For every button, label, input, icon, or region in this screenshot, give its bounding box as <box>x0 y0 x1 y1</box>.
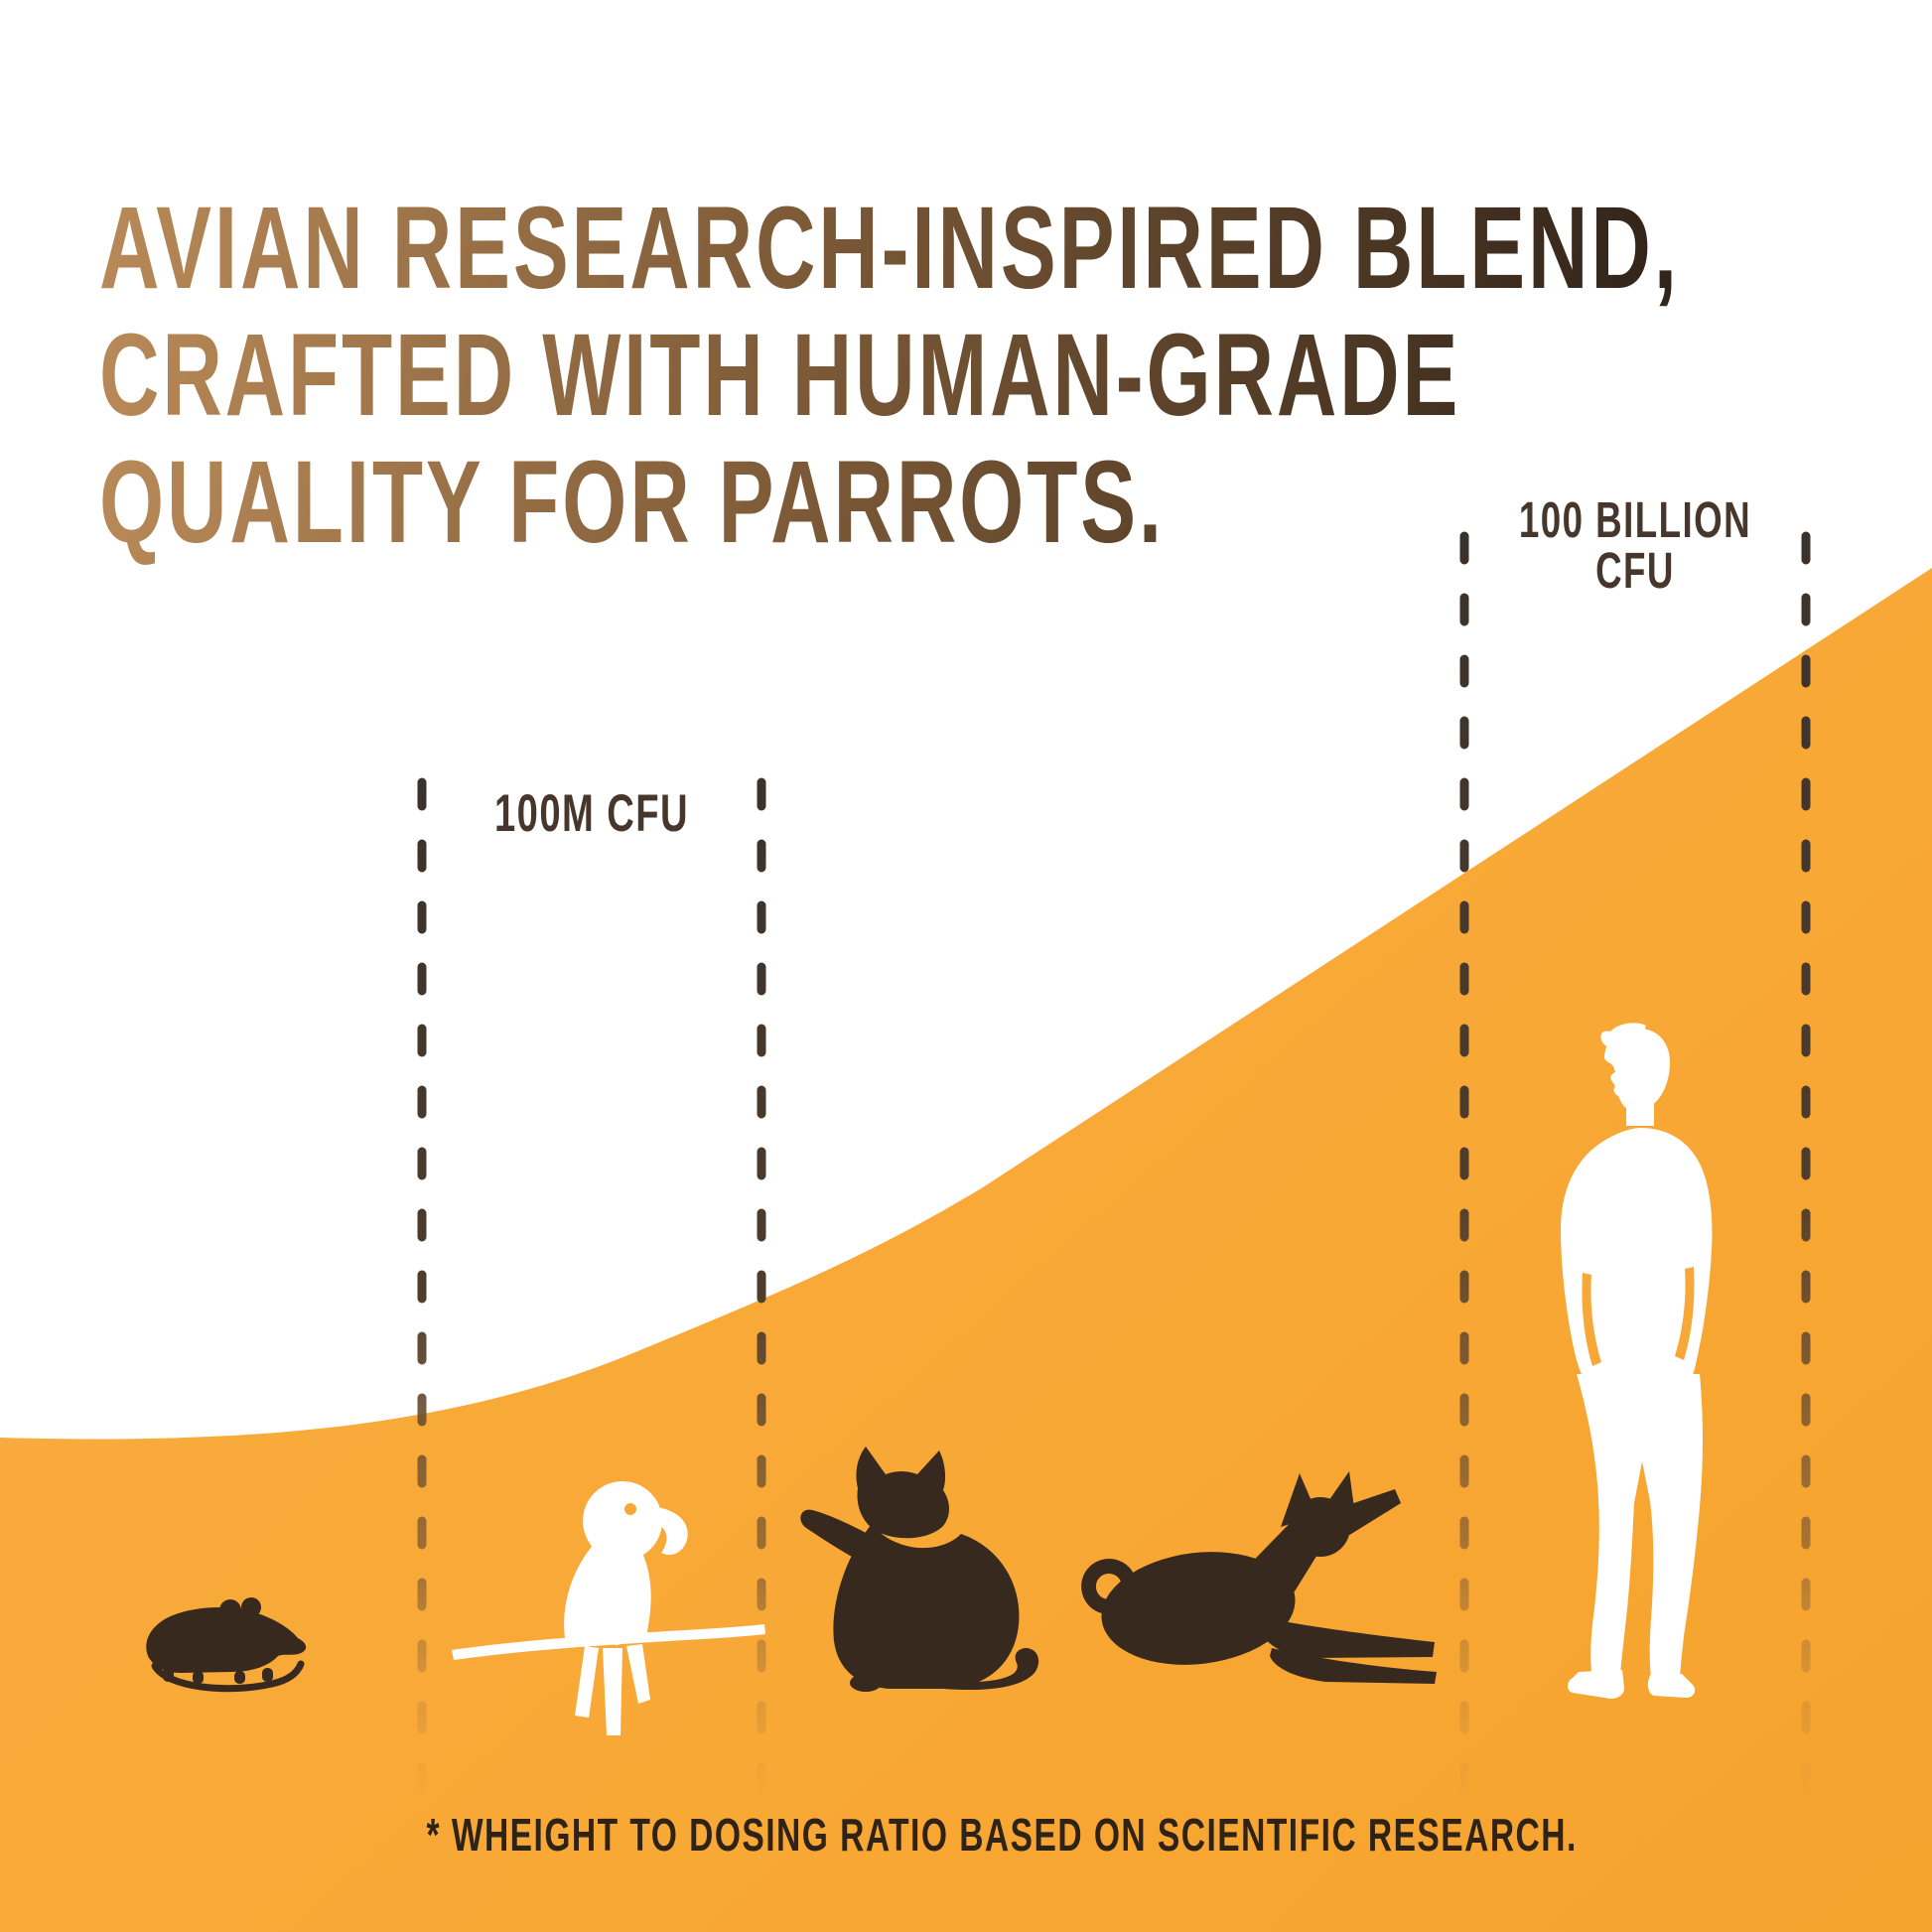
human-dose-label-line-1: 100 BILLION <box>1518 491 1752 548</box>
human-dose-label-line-2: CFU <box>1595 542 1675 599</box>
dose-wave-area <box>0 568 1932 1932</box>
cat-silhouette <box>800 1447 1039 1692</box>
parrot-eye <box>624 1503 636 1515</box>
human-dose-label: 100 BILLION CFU <box>1456 494 1814 596</box>
headline-line-2: CRAFTED WITH HUMAN-GRADE <box>99 312 1791 439</box>
headline-line-3: QUALITY FOR PARROTS. <box>99 439 1791 566</box>
dog-silhouette <box>1081 1471 1437 1684</box>
parrot-dose-label: 100M CFU <box>493 784 689 843</box>
parrot-silhouette <box>452 1481 765 1735</box>
arm-gap-left <box>1582 1273 1601 1366</box>
headline-line-1: AVIAN RESEARCH-INSPIRED BLEND, <box>99 185 1791 312</box>
perch-branch <box>452 1624 765 1660</box>
mouse-silhouette <box>146 1597 307 1693</box>
human-silhouette <box>1561 1023 1713 1699</box>
footnote: * WHEIGHT TO DOSING RATIO BASED ON SCIEN… <box>426 1809 1578 1861</box>
arm-gap-right <box>1675 1267 1695 1360</box>
headline: AVIAN RESEARCH-INSPIRED BLEND, CRAFTED W… <box>99 185 1791 566</box>
